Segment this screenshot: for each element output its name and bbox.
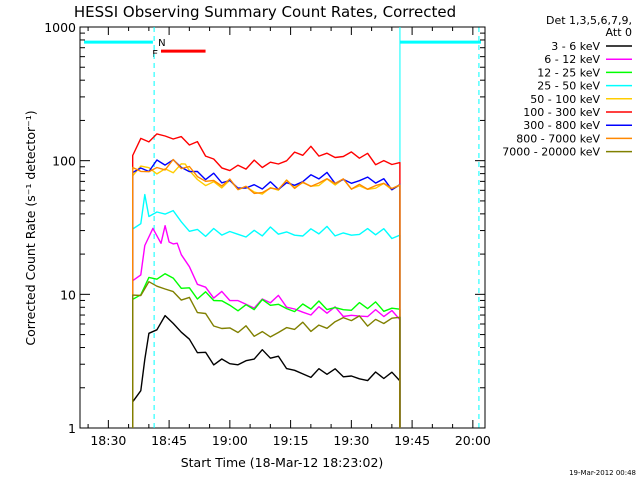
series-line-8	[132, 158, 401, 428]
legend-entry-label: 100 - 300 keV	[523, 106, 600, 119]
annotation-layer: FN	[84, 27, 481, 428]
x-tick-label: 19:00	[212, 433, 248, 448]
series-line-5	[132, 163, 401, 428]
legend-entry-label: 25 - 50 keV	[537, 80, 600, 93]
legend-entry-label: 3 - 6 keV	[551, 40, 600, 53]
legend-entry-label: 6 - 12 keV	[544, 53, 600, 66]
series-line-4	[132, 193, 401, 428]
series-line-9	[132, 281, 401, 428]
series-layer	[132, 133, 401, 428]
series-line-6	[132, 133, 401, 428]
legend-entry-label: 12 - 25 keV	[537, 66, 600, 79]
axes-layer: 18:30 18:45 19:00 19:15 19:30 19:45 20:00 1 10 10…	[44, 20, 491, 448]
y-tick-label: 100	[52, 154, 76, 169]
timestamp-footer: 19-Mar-2012 00:48	[569, 469, 636, 477]
annotation-label: N	[158, 38, 165, 49]
y-tick-label: 1	[68, 421, 76, 436]
legend-header-line-1: Det 1,3,5,6,7,9,	[546, 14, 632, 27]
legend-entry-label: 800 - 7000 keV	[516, 132, 600, 145]
legend-entry-label: 50 - 100 keV	[530, 93, 600, 106]
legend-header-line-2: Att 0	[606, 26, 632, 39]
x-tick-label: 20:00	[455, 433, 491, 448]
plot-frame	[79, 26, 486, 429]
series-line-2	[132, 225, 401, 428]
y-axis-label: Corrected Count Rate (s⁻¹ detector⁻¹)	[23, 110, 38, 345]
legend-entry-label: 7000 - 20000 keV	[502, 146, 600, 159]
x-tick-label: 19:15	[273, 433, 309, 448]
legend-entry-label: 300 - 800 keV	[523, 119, 600, 132]
annotation-label: F	[152, 49, 158, 60]
y-tick-label: 10	[60, 287, 76, 302]
x-tick-label: 19:30	[333, 433, 369, 448]
chart-title: HESSI Observing Summary Count Rates, Cor…	[74, 3, 456, 21]
series-line-1	[132, 314, 401, 428]
x-tick-label: 18:30	[90, 433, 126, 448]
y-tick-label: 1000	[44, 20, 76, 35]
series-line-3	[132, 273, 401, 428]
x-tick-label: 19:45	[394, 433, 430, 448]
x-tick-label: 18:45	[151, 433, 187, 448]
x-axis-label: Start Time (18-Mar-12 18:23:02)	[181, 455, 384, 470]
